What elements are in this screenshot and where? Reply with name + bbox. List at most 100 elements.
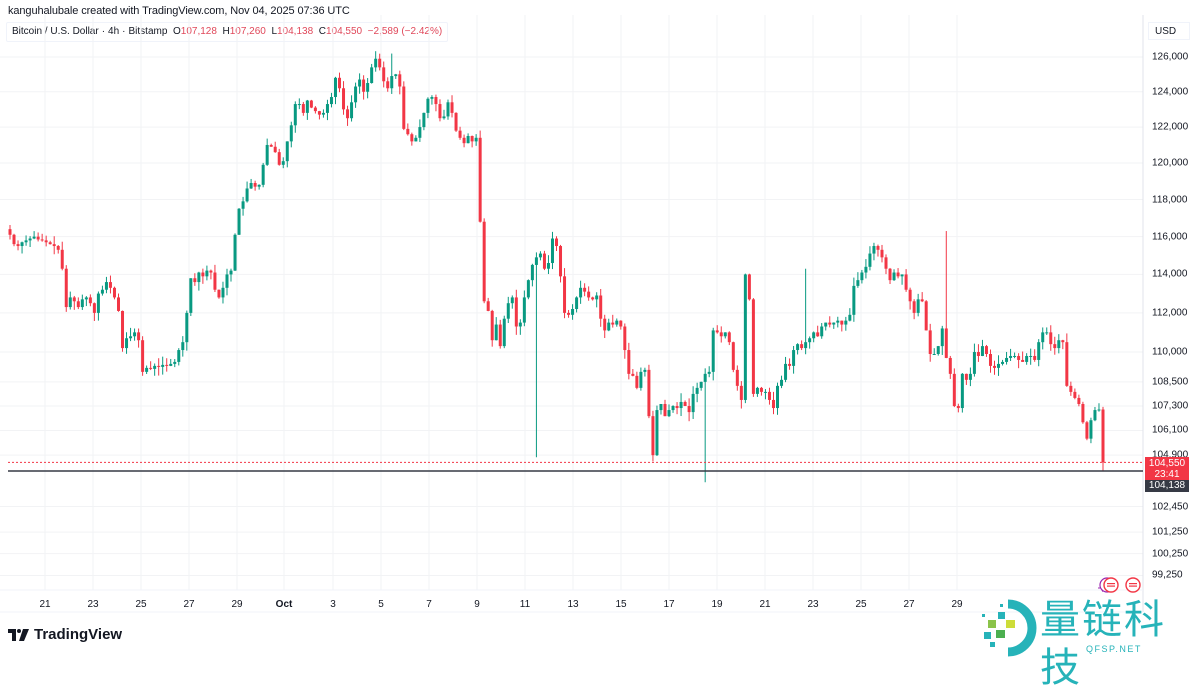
candle-up <box>639 371 643 388</box>
candle-up <box>703 373 707 382</box>
symbol-legend[interactable]: Bitcoin / U.S. Dollar · 4h · Bitstamp O107,1… <box>6 22 449 42</box>
candle-up <box>426 98 430 113</box>
candle-up <box>237 208 241 235</box>
candle-up <box>125 338 129 349</box>
candle-up <box>776 385 780 409</box>
candle-down <box>964 373 968 380</box>
tradingview-logo[interactable]: TradingView <box>8 626 122 643</box>
candle-down <box>165 364 169 366</box>
candle-down <box>269 144 273 147</box>
price-tick: 99,250 <box>1152 569 1183 581</box>
candle-down <box>563 276 567 313</box>
candle-down <box>346 109 350 119</box>
price-tick: 110,000 <box>1152 346 1188 358</box>
candle-up <box>1029 355 1033 357</box>
candle-down <box>462 137 466 144</box>
event-markers[interactable] <box>1095 576 1143 594</box>
candle-up <box>848 314 852 321</box>
candle-down <box>1065 342 1069 386</box>
candle-down <box>912 301 916 313</box>
candle-up <box>615 320 619 325</box>
currency-label[interactable]: USD <box>1148 22 1190 40</box>
candle-up <box>185 312 189 343</box>
candle-down <box>1061 340 1065 343</box>
candle-up <box>595 295 599 300</box>
bar-countdown: 23:41 <box>1154 469 1180 480</box>
candle-down <box>619 320 623 327</box>
candle-up <box>474 137 478 142</box>
price-tick: 108,500 <box>1152 376 1189 388</box>
candle-up <box>181 342 185 351</box>
candle-up <box>510 297 514 304</box>
candle-down <box>993 365 997 368</box>
candle-up <box>655 410 659 456</box>
candle-up <box>96 293 100 313</box>
candle-up <box>932 354 936 356</box>
tradingview-logo-text: TradingView <box>34 626 123 643</box>
chart-credit: kanguhalubale created with TradingView.c… <box>8 5 350 17</box>
candle-down <box>647 369 651 417</box>
time-tick: 17 <box>663 599 675 610</box>
candle-up <box>1037 342 1041 360</box>
candle-up <box>20 242 24 247</box>
current-price-tag: 104,550 23:41 <box>1145 457 1189 481</box>
candle-up <box>743 274 747 400</box>
candle-down <box>1077 397 1081 404</box>
candle-down <box>64 268 68 308</box>
candle-down <box>338 77 342 89</box>
price-chart[interactable] <box>0 0 1200 657</box>
candle-down <box>840 320 844 325</box>
candle-up <box>546 263 550 269</box>
candle-up <box>422 112 426 128</box>
current-price: 104,550 <box>1148 458 1186 469</box>
candle-up <box>812 332 816 339</box>
candle-up <box>84 297 88 300</box>
candle-up <box>466 136 470 144</box>
candle-up <box>197 272 201 283</box>
candle-down <box>1021 359 1025 362</box>
close-value: 104,550 <box>325 26 363 37</box>
candle-down <box>888 268 892 281</box>
candle-up <box>1089 420 1093 439</box>
candle-down <box>623 326 627 351</box>
candle-down <box>1033 355 1037 360</box>
candle-up <box>446 102 450 117</box>
candle-down <box>498 324 502 347</box>
candle-down <box>149 367 153 369</box>
candle-up <box>370 67 374 84</box>
candle-up <box>32 236 36 239</box>
candle-up <box>868 253 872 267</box>
candle-up <box>329 97 333 105</box>
candle-up <box>1005 357 1009 362</box>
candle-down <box>591 297 595 300</box>
time-tick: 27 <box>903 599 915 610</box>
candle-up <box>856 280 860 286</box>
candle-down <box>434 97 438 105</box>
candle-up <box>792 350 796 366</box>
candle-up <box>860 272 864 281</box>
candle-up <box>374 58 378 68</box>
candle-down <box>1073 391 1077 398</box>
candle-up <box>333 77 337 98</box>
candle-up <box>305 100 309 113</box>
candle-up <box>804 342 808 349</box>
candle-down <box>486 301 490 311</box>
candle-down <box>948 357 952 374</box>
candle-down <box>651 416 655 456</box>
candle-down <box>731 342 735 370</box>
candle-up <box>997 363 1001 368</box>
candle-up <box>659 403 663 411</box>
time-tick: 7 <box>426 599 432 610</box>
low-value: 104,138 <box>277 26 314 37</box>
price-tick: 126,000 <box>1152 51 1189 63</box>
candle-up <box>723 332 727 337</box>
candle-down <box>542 253 546 269</box>
candle-up <box>265 144 269 165</box>
candle-down <box>157 365 161 367</box>
candle-down <box>193 278 197 283</box>
candle-up <box>249 183 253 189</box>
candle-down <box>587 291 591 298</box>
candle-up <box>538 253 542 258</box>
candle-down <box>402 86 406 129</box>
candle-down <box>747 274 751 300</box>
